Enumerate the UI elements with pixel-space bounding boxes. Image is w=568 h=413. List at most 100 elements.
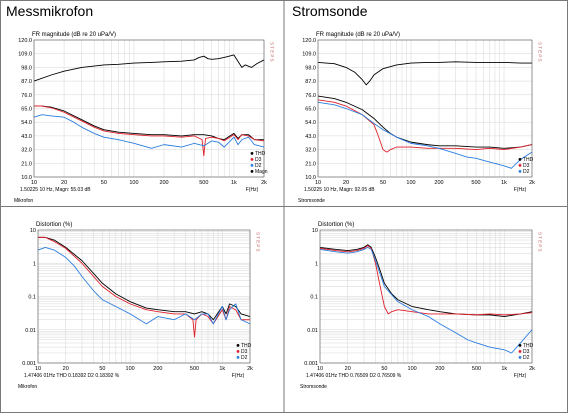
y-tick-label: 10.0 — [305, 175, 316, 181]
y-tick-label: 43.0 — [21, 134, 32, 140]
x-tick-label: 20 — [345, 366, 351, 372]
steps-label: S T E P S — [538, 232, 543, 252]
x-tick-label: 2k — [261, 180, 267, 186]
y-tick-label: 76.0 — [21, 93, 32, 99]
legend-marker-d2 — [518, 170, 522, 173]
plot-border — [37, 229, 251, 364]
cursor-readout: 1.47406 01Hz THD 0.18392 D2 0.18392 % — [24, 373, 120, 379]
legend-label-d3: D3 — [523, 349, 530, 355]
x-tick-label: 500 — [199, 180, 208, 186]
chart-title: Distortion (%) — [36, 222, 72, 228]
y-tick-label: 65.0 — [21, 107, 32, 113]
chart-footer-label: Stromsonde — [298, 198, 325, 204]
steps-label: S T E P S — [538, 42, 543, 62]
series-line-thd — [319, 244, 533, 317]
legend-marker-d2 — [518, 356, 522, 359]
y-tick-label: 87.0 — [305, 79, 316, 85]
cursor-readout: 1.50225 10 Hz, Magn: 92.05 dB — [304, 187, 375, 193]
y-tick-label: 109.0 — [302, 52, 316, 58]
x-axis-label: F(Hz) — [514, 187, 527, 193]
y-tick-label: 0.001 — [304, 361, 318, 367]
steps-label: S T E P S — [270, 42, 275, 62]
y-tick-label: 32.0 — [305, 148, 316, 154]
chart-title: FR magnitude (dB re 20 uPa/V) — [316, 32, 400, 38]
x-tick-label: 10 — [315, 180, 321, 186]
legend-marker-d3 — [236, 350, 240, 353]
x-tick-label: 2k — [529, 366, 535, 372]
chart-footer-label: Mikrofon — [18, 384, 37, 390]
chart-title: FR magnitude (dB re 20 uPa/V) — [32, 32, 116, 38]
y-tick-label: 65.0 — [305, 107, 316, 113]
x-tick-label: 200 — [153, 366, 162, 372]
x-tick-label: 20 — [343, 180, 349, 186]
x-tick-label: 10 — [31, 180, 37, 186]
x-axis-label: F(Hz) — [232, 373, 245, 379]
legend-label-d2: D2 — [241, 355, 248, 361]
chart-footer-label: Mikrofon — [14, 198, 33, 204]
x-tick-label: 100 — [126, 366, 135, 372]
x-tick-label: 1k — [231, 180, 237, 186]
x-tick-label: 100 — [408, 366, 417, 372]
legend-marker-thd — [518, 158, 522, 161]
legend-marker-d3 — [518, 164, 522, 167]
series-line-thd — [38, 236, 251, 321]
legend-marker-d2 — [250, 164, 254, 167]
x-tick-label: 500 — [471, 180, 480, 186]
y-tick-label: 54.0 — [21, 120, 32, 126]
y-tick-label: 43.0 — [305, 134, 316, 140]
legend-marker-thd — [518, 344, 522, 347]
y-tick-label: 76.0 — [305, 93, 316, 99]
y-tick-label: 21.0 — [305, 161, 316, 167]
series-line-d2 — [33, 114, 265, 149]
x-tick-label: 500 — [472, 366, 481, 372]
cursor-readout: 1.47406 01Hz THD 0.76509 D2 0.76509 % — [306, 373, 402, 379]
x-tick-label: 20 — [61, 180, 67, 186]
y-tick-label: 0.01 — [25, 328, 36, 334]
x-tick-label: 50 — [101, 180, 107, 186]
legend-marker-thd — [250, 152, 254, 155]
x-tick-label: 200 — [159, 180, 168, 186]
y-tick-label: 120.0 — [18, 38, 32, 44]
chart-3: Distortion (%) 0.001 0.01 0.1 1 10 10 20 50 100 20… — [18, 222, 261, 390]
cursor-readout: 1.50225 10 Hz, Magn: 55.03 dB — [20, 187, 91, 193]
y-tick-label: 54.0 — [305, 120, 316, 126]
plot-border — [319, 229, 533, 364]
chart-footer-label: Stromsonde — [300, 384, 327, 390]
legend-label-d2: D2 — [523, 169, 530, 175]
x-tick-label: 10 — [35, 366, 41, 372]
x-tick-label: 2k — [529, 180, 535, 186]
series-line-magn — [33, 54, 265, 82]
x-tick-label: 50 — [99, 366, 105, 372]
y-tick-label: 0.01 — [307, 328, 318, 334]
x-tick-label: 2k — [247, 366, 253, 372]
x-tick-label: 10 — [317, 366, 323, 372]
y-tick-label: 21.0 — [21, 161, 32, 167]
plot-border — [33, 39, 265, 178]
x-axis-label: F(Hz) — [514, 373, 527, 379]
x-tick-label: 1k — [501, 366, 507, 372]
legend-marker-thd — [236, 344, 240, 347]
chart-title: Distortion (%) — [318, 222, 354, 228]
y-tick-label: 10 — [312, 228, 318, 234]
y-tick-label: 32.0 — [21, 148, 32, 154]
legend-label-thd: THD — [255, 151, 266, 157]
y-tick-label: 10.0 — [21, 175, 32, 181]
y-tick-label: 87.0 — [21, 79, 32, 85]
chart-4: Distortion (%) 0.001 0.01 0.1 1 10 10 20 50 100 20… — [300, 222, 543, 390]
x-tick-label: 100 — [129, 180, 138, 186]
y-tick-label: 0.1 — [310, 295, 318, 301]
legend-label-d2: D2 — [523, 355, 530, 361]
y-tick-label: 120.0 — [302, 38, 316, 44]
y-tick-label: 98.0 — [21, 65, 32, 71]
legend-marker-d3 — [518, 350, 522, 353]
chart-2: FR magnitude (dB re 20 uPa/V) 10.0 21.0 32.… — [298, 32, 543, 204]
legend-marker-magn — [250, 170, 254, 173]
series-line-d3 — [319, 245, 533, 316]
y-tick-label: 10 — [30, 228, 36, 234]
y-tick-label: 0.001 — [22, 361, 36, 367]
x-tick-label: 200 — [435, 366, 444, 372]
legend-label-thd: THD — [241, 343, 252, 349]
legend-label-d3: D3 — [255, 157, 262, 163]
y-tick-label: 1 — [315, 261, 318, 267]
legend-label-d3: D3 — [241, 349, 248, 355]
